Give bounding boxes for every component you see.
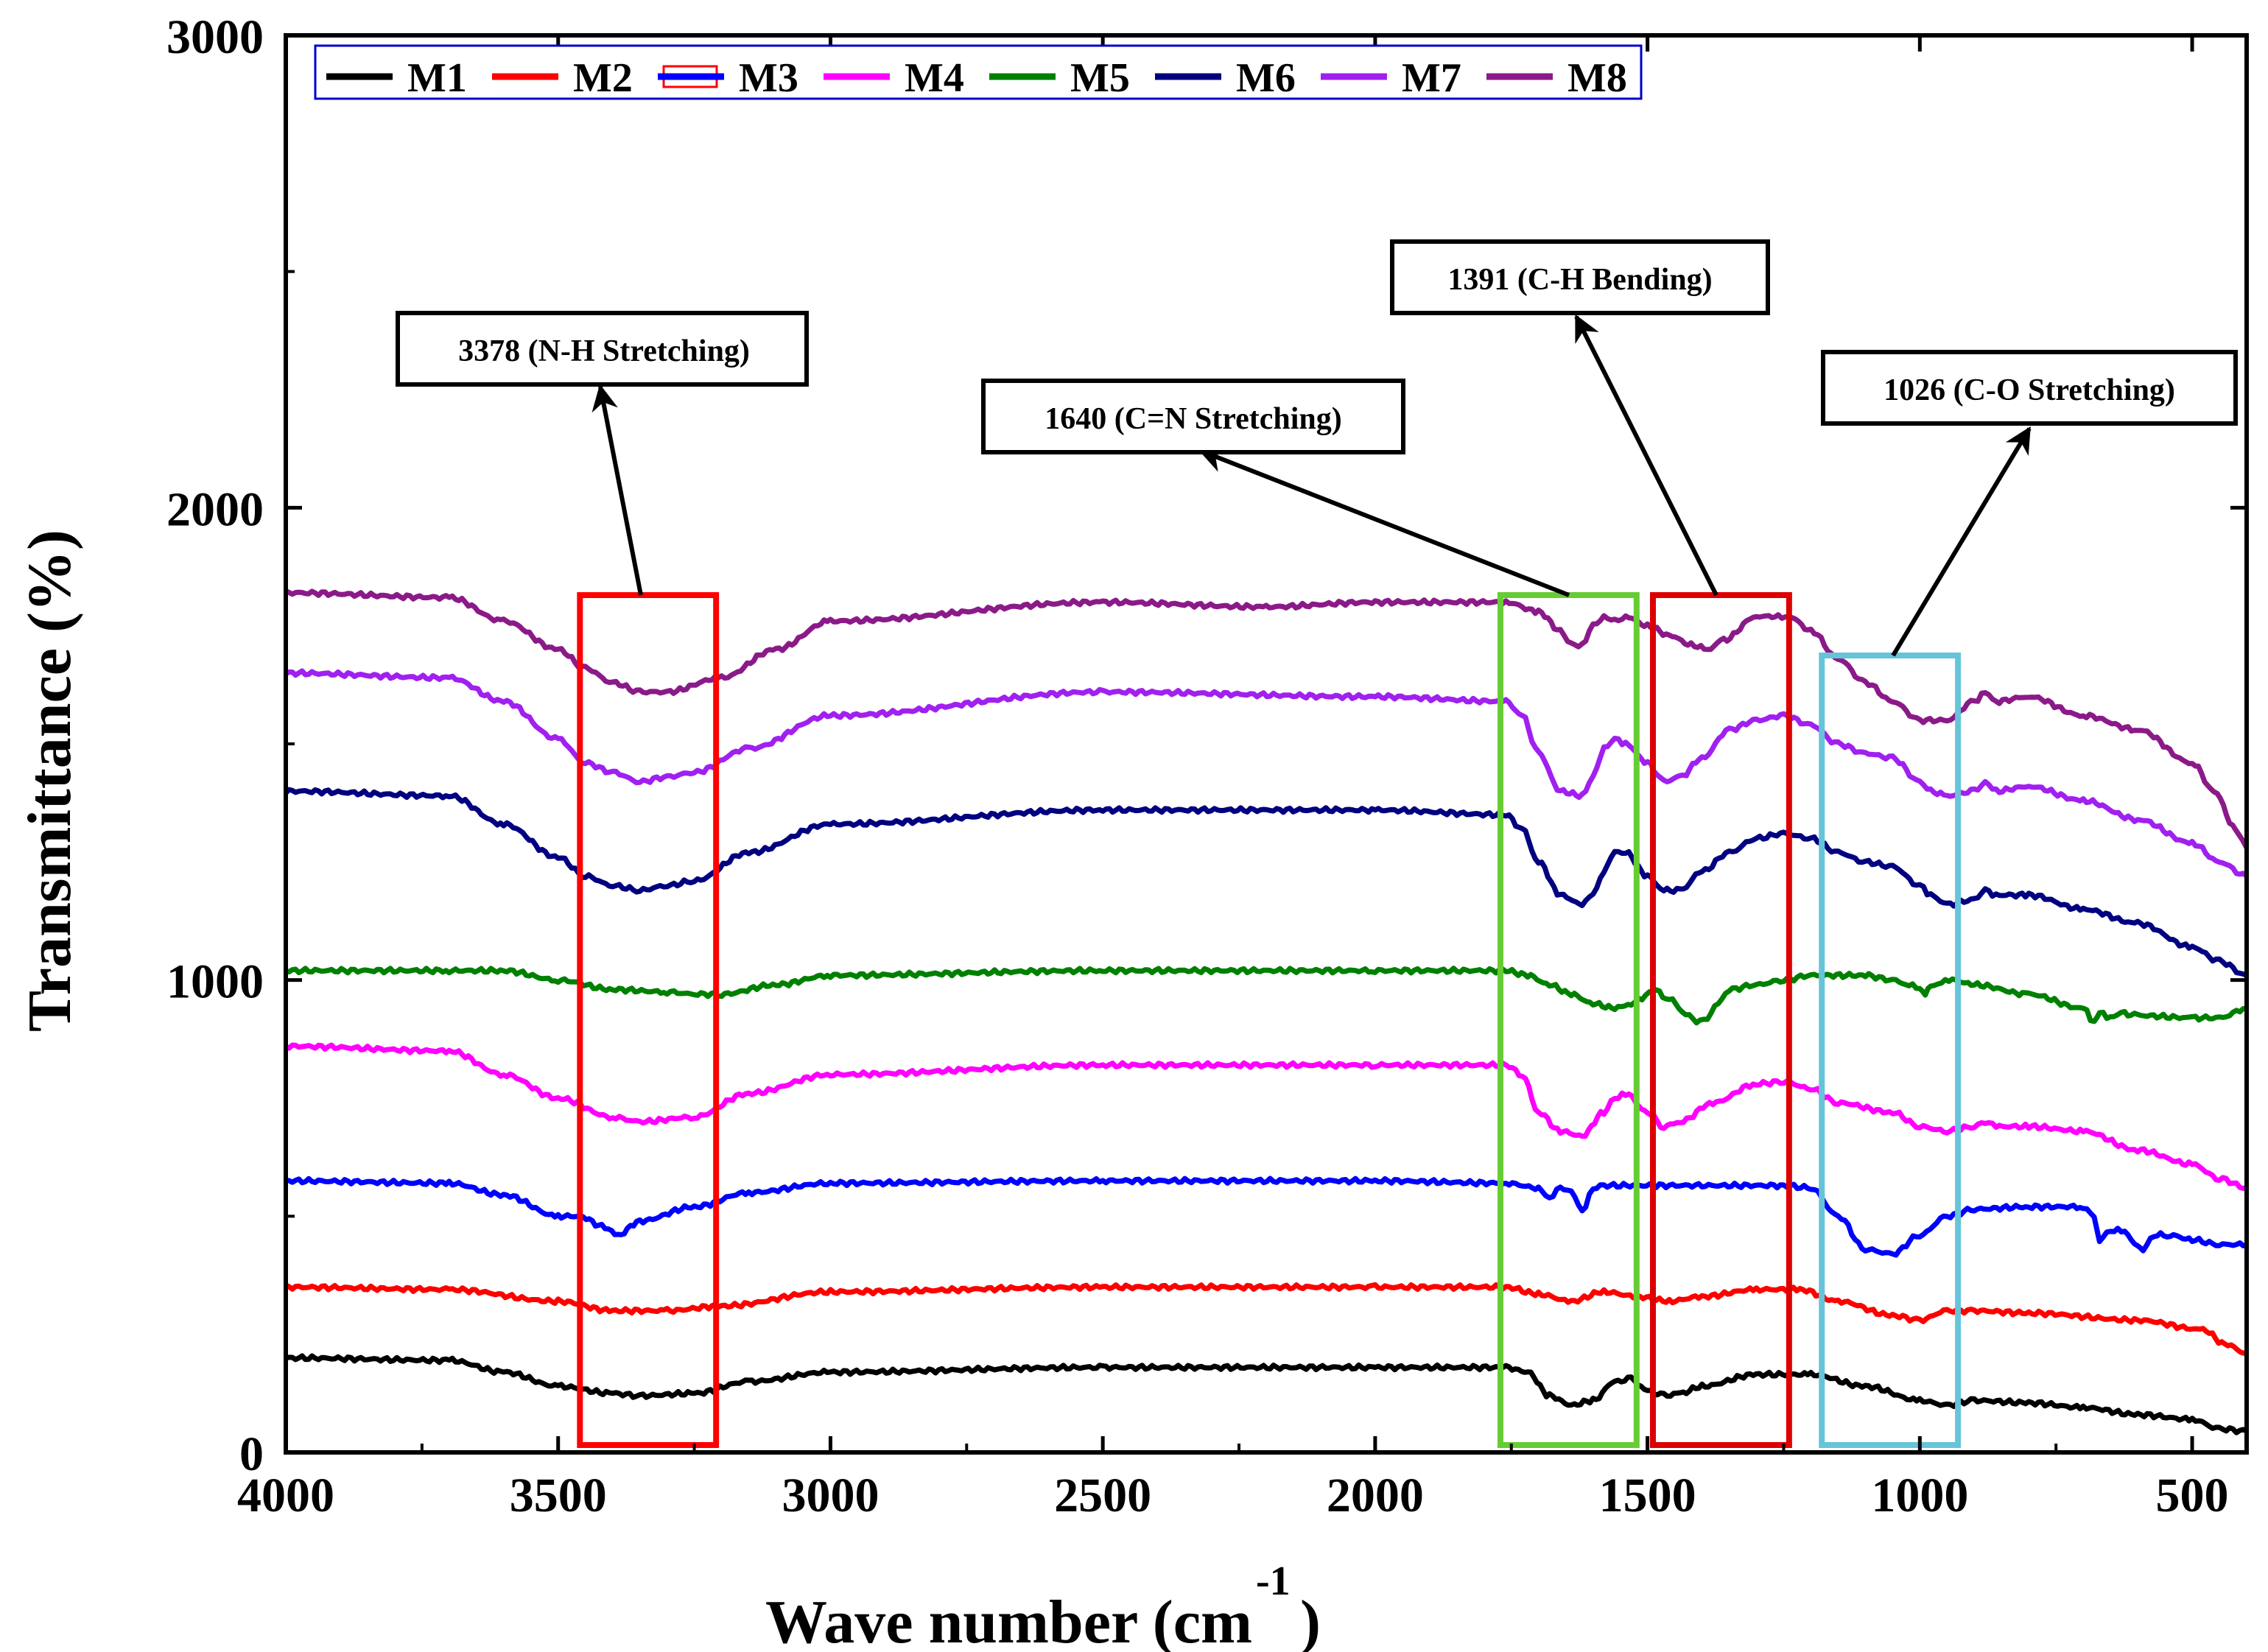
- y-tick-label: 1000: [166, 955, 264, 1009]
- series-line-m2: [284, 1282, 2247, 1356]
- series-line-m3: [285, 1175, 2248, 1258]
- x-axis-label: Wave number (cm: [765, 1588, 1252, 1652]
- legend-label-m2: M2: [573, 55, 633, 101]
- callout-arrow-3: [1574, 314, 1718, 597]
- callout-label-2: 1640 (C=N Stretching): [1045, 402, 1341, 436]
- highlight-box-4: [1819, 653, 1962, 1448]
- callout-box-4: [1821, 350, 2238, 426]
- highlight-box-1: [577, 592, 720, 1448]
- x-tick-label: 500: [2156, 1469, 2229, 1522]
- series-line-m6: [284, 787, 2248, 978]
- legend-label-m6: M6: [1236, 55, 1296, 101]
- x-tick-label: 1500: [1599, 1469, 1696, 1522]
- highlight-box-2: [1497, 592, 1640, 1448]
- legend: M1 M2 M3 M4 M5 M6 M7 M8: [314, 44, 1643, 101]
- series-line-m1: [285, 1353, 2248, 1435]
- series-line-m5: [284, 966, 2247, 1026]
- legend-label-m8: M8: [1567, 55, 1627, 101]
- series-layer: [284, 588, 2250, 1435]
- legend-box: [314, 44, 1643, 100]
- callout-box-2: [981, 379, 1405, 454]
- y-tick-label: 2000: [166, 482, 264, 536]
- x-axis-label-superscript: -1: [1256, 1558, 1291, 1604]
- series-line-m4: [284, 1042, 2247, 1191]
- legend-label-m5: M5: [1070, 55, 1130, 101]
- axis-layer: 4000 3500 3000 2500 2000 1500 1000 500 0 1000 2000…: [166, 10, 2249, 1522]
- callout-box-3: [1390, 239, 1770, 315]
- callout-box-1: [396, 311, 809, 387]
- callout-label-4: 1026 (C-O Stretching): [1883, 373, 2175, 407]
- series-line-m7: [284, 668, 2249, 879]
- legend-label-m3: M3: [739, 55, 798, 101]
- callout-arrow-1: [591, 384, 643, 596]
- x-axis-label-close: ): [1300, 1588, 1321, 1652]
- highlight-box-3: [1650, 592, 1792, 1448]
- x-tick-label: 1000: [1871, 1469, 1968, 1522]
- x-tick-label: 2500: [1054, 1469, 1151, 1522]
- legend-label-m7: M7: [1402, 55, 1461, 101]
- annotation-layer: 3378 (N-H Stretching) 1640 (C=N Stretchin…: [396, 239, 2238, 1448]
- x-tick-label: 3500: [510, 1469, 607, 1522]
- legend-label-m4: M4: [905, 55, 964, 101]
- callout-label-1: 3378 (N-H Stretching): [458, 334, 750, 368]
- callout-label-3: 1391 (C-H Bending): [1447, 263, 1712, 297]
- x-tick-label: 2000: [1327, 1469, 1424, 1522]
- callout-arrow-2: [1198, 447, 1570, 597]
- legend-label-m1: M1: [407, 55, 467, 101]
- y-axis-label: Transmittance (%): [15, 530, 84, 1032]
- x-tick-label: 3000: [782, 1469, 879, 1522]
- y-tick-label: 0: [239, 1427, 264, 1481]
- x-tick-label: 4000: [237, 1469, 334, 1522]
- series-line-m8: [284, 588, 2250, 849]
- y-tick-label: 3000: [166, 10, 264, 64]
- callout-arrow-4: [1891, 426, 2032, 657]
